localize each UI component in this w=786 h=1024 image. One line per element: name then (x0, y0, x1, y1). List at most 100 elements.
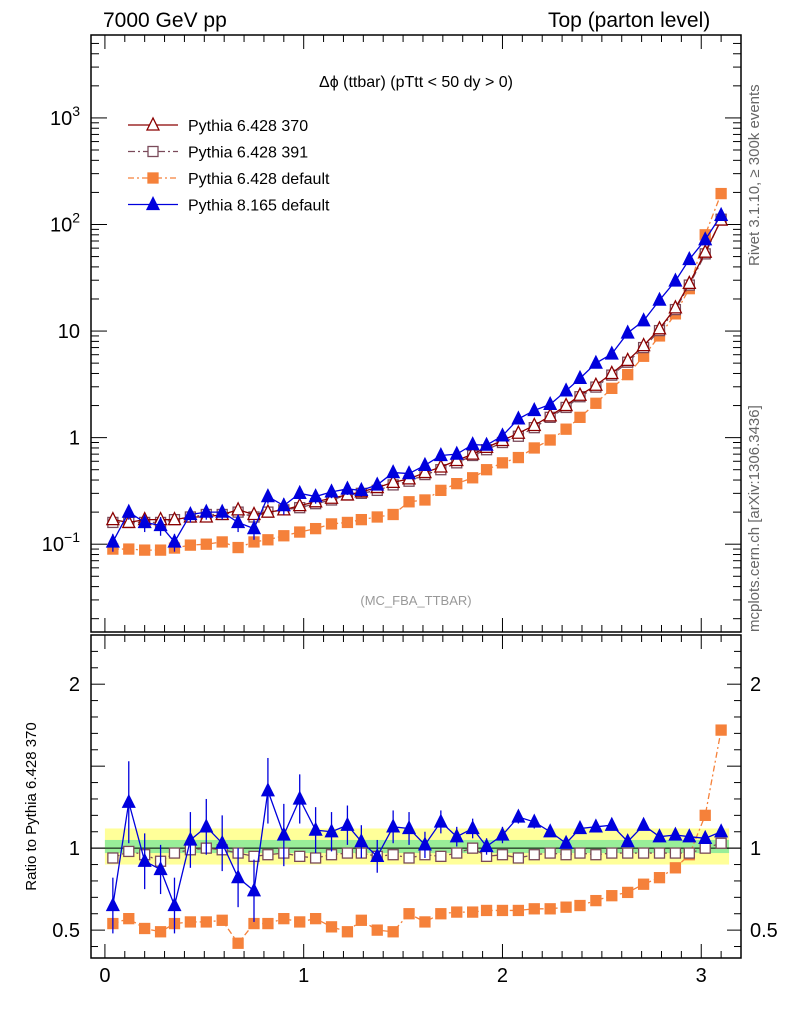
ratio-line (112, 790, 722, 908)
ratio-point (512, 852, 525, 864)
chart-title: Δϕ (ttbar) (pTtt < 50 dy > 0) (319, 74, 513, 91)
ratio-point (246, 882, 262, 897)
data-point (544, 434, 556, 446)
ratio-point (527, 813, 542, 828)
ratio-point (435, 850, 447, 862)
ratio-point (572, 820, 588, 835)
ratio-point (123, 912, 135, 925)
x-tick-label: 3 (696, 965, 707, 987)
y-tick-label: 102 (50, 209, 80, 236)
ratio-point (200, 916, 212, 928)
ratio-point (699, 842, 711, 854)
data-point (324, 483, 339, 498)
ratio-point (137, 852, 152, 867)
data-point (698, 243, 713, 258)
ratio-point (262, 849, 274, 861)
main-frame (90, 34, 742, 633)
data-point (121, 513, 136, 529)
data-point (308, 488, 323, 503)
data-point (682, 274, 697, 290)
data-point (435, 484, 447, 497)
data-point (231, 513, 246, 529)
ratio-point (669, 862, 682, 874)
ratio-point (715, 837, 727, 849)
data-point (495, 427, 510, 442)
ratio-point (309, 912, 322, 925)
ratio-point (496, 849, 509, 861)
data-point (620, 324, 635, 339)
main-plot: 10−1 1 10 102 103 Δϕ (ttbar) (pTtt < 50 dy > … (42, 34, 742, 958)
data-point (465, 445, 480, 460)
data-point (200, 538, 212, 550)
data-point (588, 376, 603, 391)
ratio-point (276, 826, 291, 841)
data-point (604, 365, 619, 380)
ratio-point (560, 849, 572, 861)
data-point (246, 506, 262, 521)
ratio-y-tick-label-right: 1 (750, 838, 761, 860)
ratio-point (606, 847, 618, 859)
data-point (137, 513, 152, 529)
ratio-point (479, 838, 494, 853)
header-right: Top (parton level) (548, 9, 711, 32)
data-point (401, 465, 417, 480)
ratio-point (294, 850, 306, 862)
series-pythia-8-165-default (105, 206, 729, 552)
data-point (572, 369, 588, 384)
data-point (467, 472, 479, 484)
ratio-point (636, 816, 651, 831)
data-point (354, 481, 369, 497)
data-point (527, 417, 542, 432)
data-point (496, 457, 509, 469)
legend-marker (147, 172, 159, 184)
ratio-point (401, 820, 417, 835)
y-tick-label: 103 (50, 103, 80, 130)
ratio-point (451, 847, 463, 859)
data-point (465, 436, 480, 451)
ratio-point (467, 906, 479, 918)
data-point (604, 345, 619, 360)
data-point (528, 442, 540, 454)
data-point (154, 544, 167, 556)
ratio-line (112, 729, 722, 945)
data-point (543, 395, 558, 411)
ratio-point (232, 937, 244, 949)
data-point (278, 530, 290, 542)
y-tick-label: 1 (69, 428, 80, 450)
series-pythia-6-428-370 (105, 211, 729, 529)
data-point (636, 337, 651, 352)
ratio-point (590, 894, 602, 907)
ratio-point (637, 878, 650, 890)
series-line (112, 193, 722, 551)
data-point (340, 480, 355, 495)
ratio-y-tick-label: 2 (69, 674, 80, 696)
ratio-point (495, 826, 510, 841)
ratio-point (511, 808, 526, 823)
watermark: (MC_FBA_TTBAR) (360, 593, 471, 608)
data-point (479, 436, 494, 451)
ratio-point (340, 816, 355, 831)
data-point (199, 503, 214, 518)
data-point (121, 503, 136, 518)
ratio-point (669, 847, 682, 859)
ratio-point (467, 842, 479, 854)
series-line (112, 219, 722, 524)
data-point (480, 464, 493, 476)
ratio-point (167, 897, 182, 912)
legend-label: Pythia 6.428 default (188, 171, 330, 188)
data-point (216, 536, 228, 548)
ratio-point (184, 916, 197, 928)
data-point (417, 456, 432, 471)
ratio-point (139, 922, 151, 935)
data-point (309, 522, 322, 535)
ratio-point (698, 829, 713, 844)
ratio-point (199, 818, 214, 833)
data-point (698, 231, 713, 246)
data-point (167, 533, 182, 548)
data-point (560, 423, 572, 435)
data-point (215, 503, 230, 518)
ratio-point (715, 724, 727, 736)
data-point (260, 503, 275, 518)
data-point (387, 508, 399, 521)
ratio-point (107, 852, 119, 864)
